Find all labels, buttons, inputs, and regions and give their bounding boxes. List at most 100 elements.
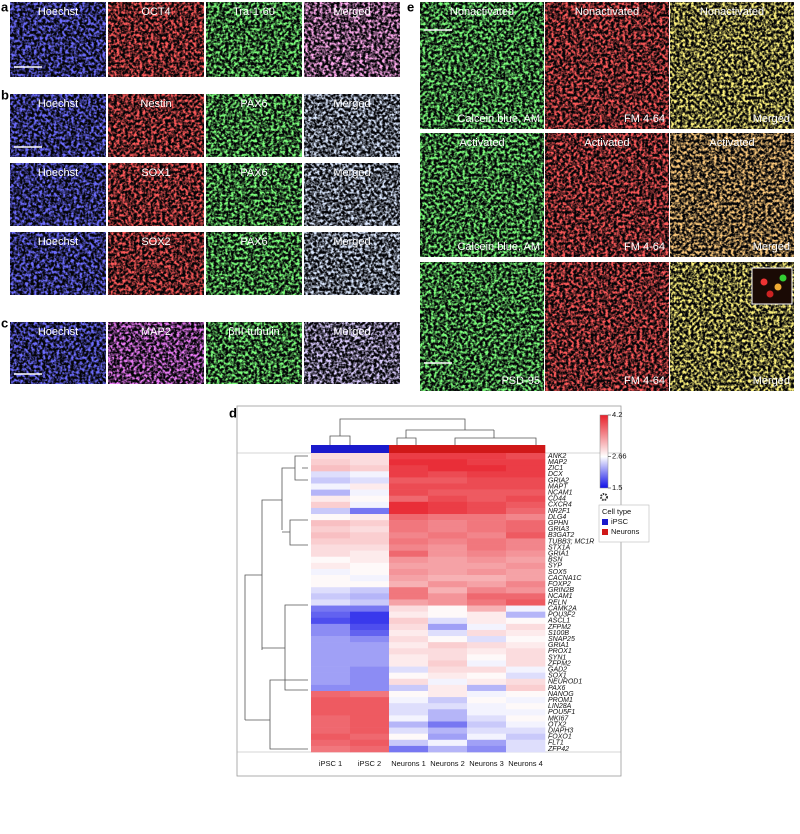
- column-label: iPSC 2: [358, 759, 381, 768]
- heat-cell: [350, 453, 390, 460]
- heat-cell: [428, 556, 468, 564]
- heat-cell: [428, 550, 468, 558]
- row-label: FLT1: [548, 740, 564, 747]
- inset-puncta: [760, 278, 768, 286]
- heat-cell: [389, 654, 429, 661]
- heat-cell: [467, 489, 507, 497]
- heat-cell: [506, 532, 546, 539]
- heat-cell: [311, 562, 351, 570]
- heat-cell: [506, 611, 546, 619]
- heat-cell: [467, 520, 507, 527]
- heat-cell: [428, 575, 468, 582]
- heat-cell: [389, 733, 429, 741]
- heat-cell: [467, 471, 507, 478]
- panel-letter: e: [407, 0, 414, 14]
- heat-cell: [389, 489, 429, 497]
- heat-cell: [467, 727, 507, 734]
- heat-cell: [467, 453, 507, 460]
- heat-cell: [311, 660, 351, 667]
- heat-cell: [467, 501, 507, 509]
- heat-cell: [467, 593, 507, 600]
- heat-cell: [389, 532, 429, 539]
- micrograph: [304, 232, 400, 295]
- heat-cell: [311, 501, 351, 509]
- heat-cell: [428, 672, 468, 680]
- channel-label: Merged: [753, 375, 790, 387]
- channel-label: Hoechst: [38, 326, 78, 338]
- heat-cell: [350, 568, 390, 576]
- heat-cell: [428, 465, 468, 472]
- heat-cell: [311, 495, 351, 503]
- inset-puncta: [774, 283, 782, 291]
- heat-cell: [428, 483, 468, 490]
- heat-cell: [389, 605, 429, 612]
- channel-label: Hoechst: [38, 167, 78, 179]
- row-label: OTX2: [548, 721, 566, 728]
- channel-label: Nestin: [140, 98, 171, 110]
- row-label: B3GAT2: [548, 532, 574, 539]
- group-bar: [389, 445, 429, 453]
- channel-label: βIII-tubulin: [228, 326, 280, 338]
- heat-cell: [467, 629, 507, 637]
- heat-cell: [506, 501, 546, 509]
- heat-cell: [389, 684, 429, 692]
- heat-cell: [428, 611, 468, 619]
- heat-cell: [506, 684, 546, 692]
- heat-cell: [428, 489, 468, 497]
- heat-cell: [311, 745, 351, 753]
- heat-cell: [428, 562, 468, 570]
- heat-cell: [467, 538, 507, 545]
- heat-cell: [506, 636, 546, 643]
- heat-cell: [350, 495, 390, 503]
- row-dendrogram: [244, 455, 308, 750]
- row-label: POU5F1: [548, 709, 575, 716]
- heat-cell: [506, 617, 546, 625]
- group-bar: [467, 445, 507, 453]
- heat-cell: [311, 611, 351, 619]
- heat-cell: [467, 745, 507, 753]
- heat-cell: [350, 617, 390, 625]
- column-label: iPSC 1: [319, 759, 342, 768]
- heat-cell: [350, 678, 390, 686]
- condition-label: Nonactivated: [700, 6, 764, 18]
- heat-cell: [311, 514, 351, 521]
- heat-cell: [467, 532, 507, 539]
- heat-cell: [389, 745, 429, 753]
- heat-cell: [311, 666, 351, 673]
- heat-cell: [428, 733, 468, 741]
- heat-cell: [467, 666, 507, 673]
- heat-cell: [467, 544, 507, 551]
- channel-label: SOX2: [141, 236, 170, 248]
- heat-cell: [389, 581, 429, 588]
- legend-swatch: [602, 519, 608, 525]
- condition-label: Activated: [709, 137, 754, 149]
- micrograph: [108, 232, 204, 295]
- row-label: ZFPM2: [547, 624, 571, 631]
- heat-cell: [506, 593, 546, 600]
- heat-cell: [428, 684, 468, 692]
- heat-cell: [389, 520, 429, 527]
- row-label: NCAM1: [548, 490, 573, 497]
- heat-cell: [350, 745, 390, 753]
- row-label: DLG4: [548, 514, 566, 521]
- heat-cell: [311, 629, 351, 637]
- micrograph: [545, 2, 669, 129]
- channel-label: Calcein blue, AM: [457, 113, 540, 125]
- micrograph: [304, 94, 400, 157]
- heat-cell: [389, 690, 429, 698]
- channel-label: Tra-1-60: [233, 6, 275, 18]
- heat-cell: [389, 587, 429, 594]
- micrograph: [420, 262, 544, 391]
- heat-cell: [506, 550, 546, 558]
- heat-cell: [311, 520, 351, 527]
- channel-label: Hoechst: [38, 236, 78, 248]
- heat-cell: [506, 575, 546, 582]
- heat-cell: [389, 642, 429, 649]
- heat-cell: [428, 642, 468, 649]
- colorbar-label: 1.5: [612, 483, 622, 492]
- heat-cell: [350, 575, 390, 582]
- row-label: CXCR4: [548, 502, 572, 509]
- heat-cell: [428, 453, 468, 460]
- channel-label: PAX6: [240, 98, 267, 110]
- legend-label: Neurons: [611, 527, 640, 536]
